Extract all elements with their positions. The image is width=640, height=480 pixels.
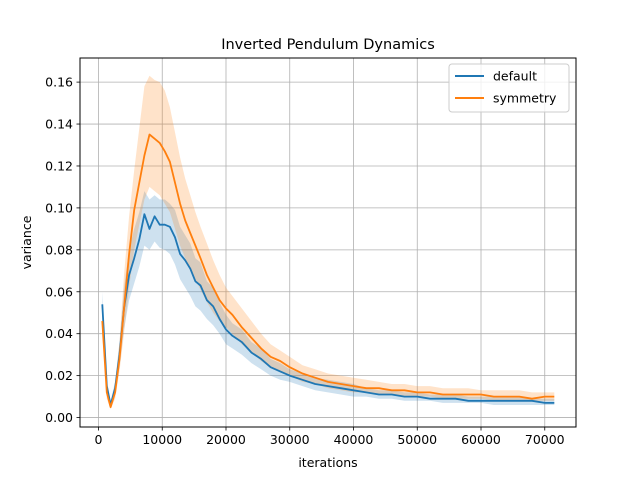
y-tick-label: 0.02 — [45, 368, 73, 383]
y-tick-label: 0.10 — [45, 200, 73, 215]
x-tick-label: 20000 — [206, 432, 246, 447]
y-tick-label: 0.06 — [45, 284, 73, 299]
y-tick-label: 0.08 — [45, 242, 73, 257]
x-tick-label: 60000 — [461, 432, 501, 447]
y-tick-label: 0.04 — [45, 326, 73, 341]
confidence-bands — [102, 75, 555, 410]
x-tick-label: 50000 — [397, 432, 437, 447]
y-tick-label: 0.00 — [45, 410, 73, 425]
plot-frame — [79, 57, 577, 428]
x-tick-label: 0 — [95, 432, 103, 447]
x-axis-ticks: 0 10000 20000 30000 40000 50000 60000 70000 — [95, 427, 565, 447]
y-axis-label: variance — [19, 215, 34, 269]
line-default — [101, 213, 555, 406]
series-lines — [101, 133, 555, 409]
band-symmetry — [102, 75, 555, 410]
x-tick-label: 40000 — [334, 432, 374, 447]
legend-label-default: default — [493, 69, 537, 84]
chart-title: Inverted Pendulum Dynamics — [221, 37, 435, 53]
y-axis-ticks: 0.00 0.02 0.04 0.06 0.08 0.10 0.12 0.14 0.16 — [45, 75, 80, 425]
y-tick-label: 0.12 — [45, 158, 73, 173]
y-tick-label: 0.16 — [45, 75, 73, 90]
line-symmetry — [101, 133, 555, 409]
y-tick-label: 0.14 — [45, 117, 73, 132]
x-axis-label: iterations — [298, 455, 357, 470]
legend-label-symmetry: symmetry — [493, 91, 557, 106]
legend: default symmetry — [448, 63, 570, 113]
x-tick-label: 30000 — [270, 432, 310, 447]
x-tick-label: 70000 — [525, 432, 565, 447]
band-default — [102, 191, 555, 408]
grid — [80, 58, 576, 427]
x-tick-label: 10000 — [142, 432, 182, 447]
